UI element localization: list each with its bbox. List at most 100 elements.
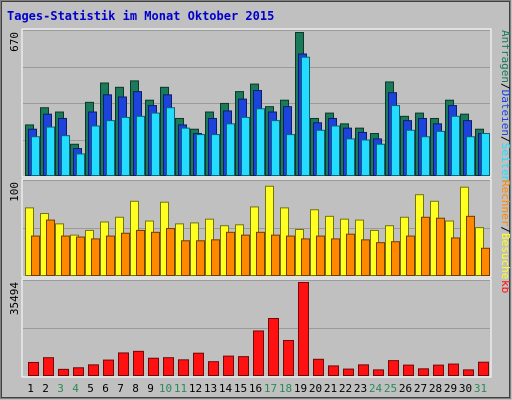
day-label-14: 14 (219, 382, 233, 395)
bottom-max-label: 35494 (8, 282, 21, 315)
bar-kb-day-21 (328, 365, 339, 376)
bar-kb-day-19 (298, 282, 309, 376)
top-max-label: 670 (8, 32, 21, 52)
day-label-11: 11 (174, 382, 187, 395)
day-label-6: 6 (102, 382, 109, 395)
legend-bottom: kb (499, 280, 512, 293)
day-label-23: 23 (354, 382, 367, 395)
bar-rechner-day-4 (76, 236, 85, 277)
day-label-27: 27 (414, 382, 427, 395)
bar-seiten-day-3 (61, 135, 70, 177)
bar-seiten-day-22 (346, 138, 355, 176)
bar-seiten-day-27 (421, 136, 430, 176)
bar-seiten-day-14 (226, 123, 235, 176)
day-label-20: 20 (309, 382, 322, 395)
bar-seiten-day-6 (106, 120, 115, 176)
bar-seiten-day-21 (331, 125, 340, 176)
bar-seiten-day-25 (391, 105, 400, 176)
legend-item: / (499, 226, 512, 233)
bar-kb-day-30 (463, 369, 474, 376)
bar-seiten-day-18 (286, 134, 295, 176)
bar-kb-day-15 (238, 356, 249, 376)
legend-item: Dateien (499, 90, 512, 136)
legend-item: Seiten (499, 143, 512, 183)
bar-kb-day-23 (358, 364, 369, 376)
bar-seiten-day-20 (316, 129, 325, 176)
bar-rechner-day-3 (61, 235, 70, 276)
bar-rechner-day-27 (421, 216, 430, 276)
bar-rechner-day-13 (211, 239, 220, 276)
bar-rechner-day-29 (451, 237, 460, 277)
bar-kb-day-3 (58, 368, 69, 376)
bar-kb-day-29 (448, 363, 459, 376)
bar-seiten-day-5 (91, 125, 100, 176)
bar-kb-day-27 (418, 368, 429, 376)
day-label-19: 19 (294, 382, 307, 395)
day-label-1: 1 (27, 382, 34, 395)
bar-rechner-day-15 (241, 234, 250, 276)
day-label-26: 26 (399, 382, 412, 395)
bar-rechner-day-17 (271, 234, 280, 276)
day-label-18: 18 (279, 382, 292, 395)
bar-rechner-day-5 (91, 238, 100, 276)
day-label-22: 22 (339, 382, 352, 395)
bar-seiten-day-13 (211, 134, 220, 176)
bar-rechner-day-24 (376, 242, 385, 277)
bar-seiten-day-15 (241, 116, 250, 176)
bar-rechner-day-18 (286, 235, 295, 276)
legend-item: / (499, 83, 512, 90)
day-label-21: 21 (324, 382, 337, 395)
legend-item: / (499, 136, 512, 143)
bar-kb-day-4 (73, 367, 84, 377)
legend-item: Anfragen (499, 30, 512, 83)
bar-rechner-day-16 (256, 231, 265, 277)
bar-seiten-day-1 (31, 136, 40, 176)
bar-seiten-day-24 (376, 143, 385, 177)
bar-seiten-day-9 (151, 112, 160, 176)
bar-seiten-day-11 (181, 127, 190, 176)
chart-title: Tages-Statistik im Monat Oktober 2015 (7, 9, 274, 23)
day-label-28: 28 (429, 382, 442, 395)
bar-besuche-day-17 (265, 185, 274, 276)
bar-kb-day-14 (223, 355, 234, 376)
day-label-7: 7 (117, 382, 124, 395)
bar-kb-day-2 (43, 357, 54, 376)
bar-kb-day-25 (388, 360, 399, 376)
bar-rechner-day-30 (466, 215, 475, 276)
bar-kb-day-20 (313, 358, 324, 377)
day-labels: 1 2 3 4 5 6 7 8 9 10 11 12 13 14 15 16 17 18 19 20 21 22 23 24 2… (27, 382, 487, 395)
bar-seiten-day-8 (136, 115, 145, 176)
bar-kb-day-31 (478, 361, 489, 377)
day-label-16: 16 (249, 382, 262, 395)
bar-rechner-day-23 (361, 239, 370, 276)
bar-seiten-day-7 (121, 116, 130, 176)
day-label-4: 4 (72, 382, 79, 395)
bar-kb-day-6 (103, 359, 114, 376)
bar-seiten-day-10 (166, 107, 175, 176)
bar-rechner-day-20 (316, 235, 325, 276)
bar-kb-day-12 (193, 352, 204, 376)
bar-seiten-day-31 (481, 133, 490, 176)
bar-rechner-day-10 (166, 228, 175, 276)
day-label-25: 25 (384, 382, 397, 395)
legend-item: kb (499, 280, 512, 293)
bar-rechner-day-12 (196, 240, 205, 276)
bar-rechner-day-22 (346, 233, 355, 276)
bar-rechner-day-7 (121, 232, 130, 276)
bar-kb-day-22 (343, 368, 354, 376)
bar-seiten-day-16 (256, 108, 265, 176)
bar-seiten-day-19 (301, 56, 310, 177)
bar-rechner-day-19 (301, 238, 310, 276)
legend-item: Rechner (499, 180, 512, 227)
day-label-24: 24 (369, 382, 383, 395)
bar-rechner-day-26 (406, 235, 415, 276)
middle-max-label: 100 (8, 182, 21, 202)
day-label-3: 3 (57, 382, 64, 395)
bar-kb-day-17 (268, 318, 279, 376)
day-label-8: 8 (132, 382, 139, 395)
bar-seiten-day-30 (466, 136, 475, 176)
bar-kb-day-26 (403, 364, 414, 376)
